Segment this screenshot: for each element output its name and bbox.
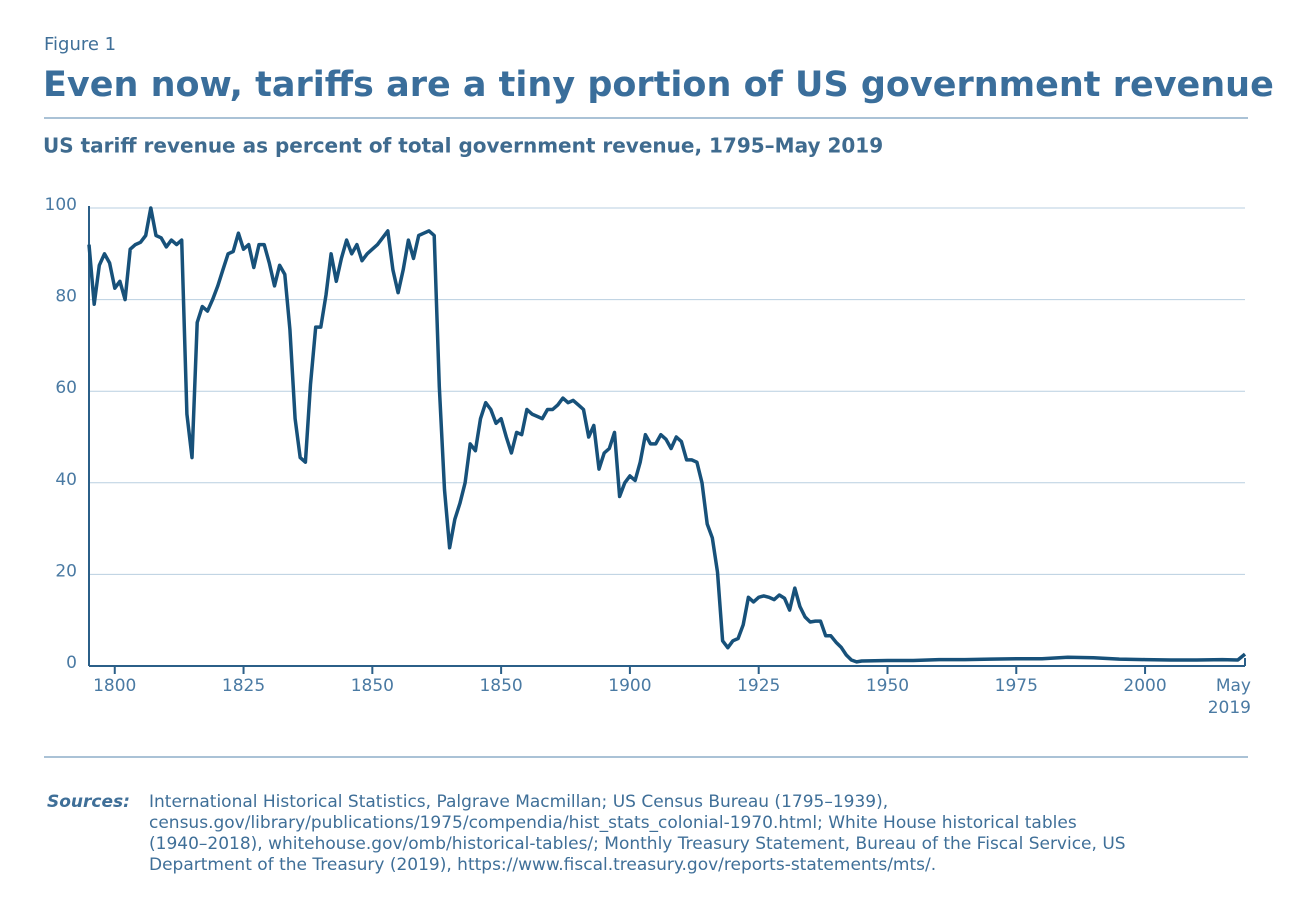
x-tick-label: May 2019: [1208, 676, 1251, 718]
sources-label: Sources:: [47, 792, 130, 812]
x-tick-label: 2000: [1123, 676, 1166, 696]
x-tick-label: 1975: [995, 676, 1038, 696]
sources-line: Department of the Treasury (2019), https…: [149, 855, 936, 875]
y-tick-label: 40: [55, 470, 77, 490]
x-tick-label: 1825: [222, 676, 265, 696]
data-line: [87, 206, 1247, 664]
y-tick-label: 100: [45, 195, 77, 215]
y-tick-label: 60: [55, 378, 77, 398]
x-tick-label: 1925: [737, 676, 780, 696]
y-tick-label: 0: [66, 653, 77, 673]
x-tick-label: 1900: [608, 676, 651, 696]
x-tick-label: 1800: [93, 676, 136, 696]
y-tick-label: 20: [55, 561, 77, 581]
sources-line: International Historical Statistics, Pal…: [149, 792, 888, 812]
x-tick-label: 1850: [351, 676, 394, 696]
sources-line: (1940–2018), whitehouse.gov/omb/historic…: [149, 834, 1126, 854]
y-tick-label: 80: [55, 287, 77, 307]
x-tick-label: 1850: [479, 676, 522, 696]
sources: International Historical Statistics, Pal…: [149, 792, 1126, 875]
figure-label: Figure 1: [44, 34, 116, 55]
chart-subtitle: US tariff revenue as percent of total go…: [43, 134, 883, 158]
sources-line: census.gov/library/publications/1975/com…: [149, 813, 1077, 833]
x-tick-label: 1950: [866, 676, 909, 696]
chart-title: Even now, tariffs are a tiny portion of …: [43, 65, 1274, 105]
